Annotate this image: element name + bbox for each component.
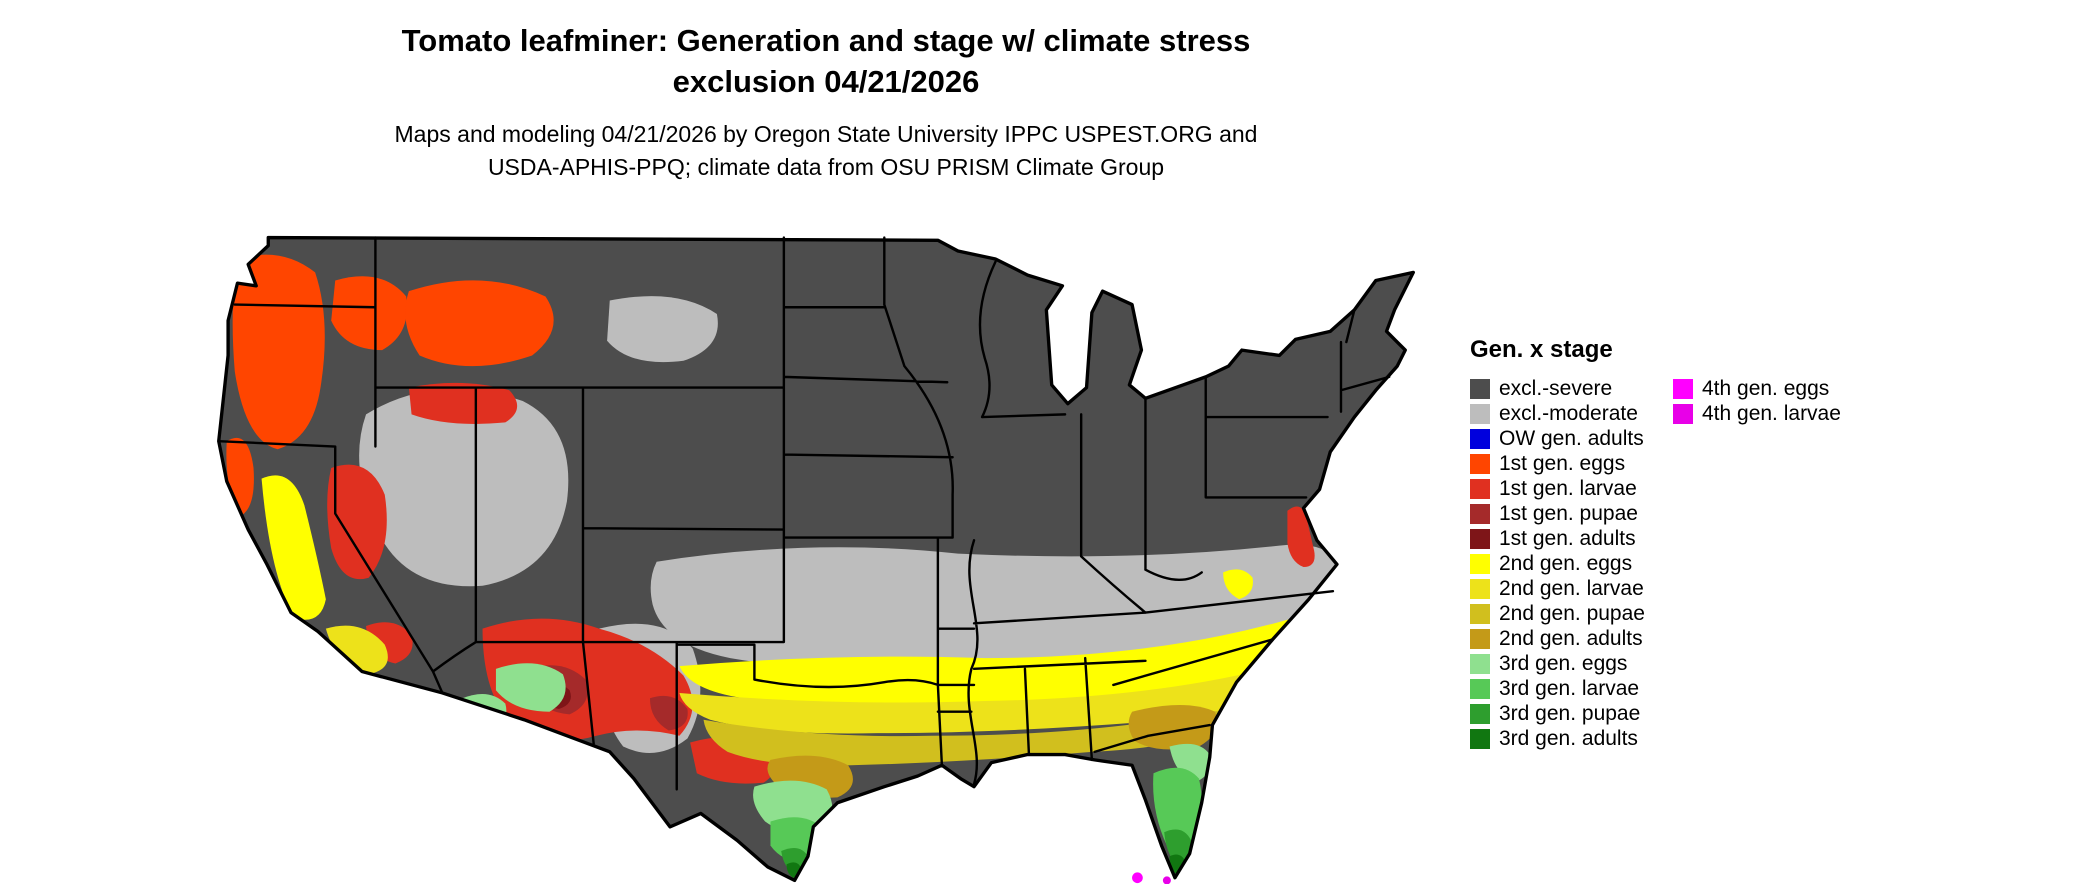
- legend-item: OW gen. adults: [1470, 426, 1645, 451]
- legend-title: Gen. x stage: [1470, 336, 1613, 363]
- subtitle-line-1: Maps and modeling 04/21/2026 by Oregon S…: [394, 121, 1258, 147]
- legend-label: 4th gen. larvae: [1701, 401, 1841, 425]
- legend-swatch: [1470, 453, 1490, 474]
- region-3rd-eggs-florida: [1169, 743, 1211, 782]
- region-2nd-adults-georgia-florida: [1128, 704, 1218, 750]
- legend-columns: excl.-severe excl.-moderate OW gen. adults…: [1470, 376, 1841, 751]
- region-1st-pupae-new-mexico: [649, 695, 688, 731]
- region-4th-larvae-florida-keys: [1162, 876, 1171, 884]
- region-1st-eggs-north-rockies: [405, 280, 554, 367]
- legend-column-1: excl.-severe excl.-moderate OW gen. adults…: [1470, 376, 1645, 751]
- legend-item: 4th gen. eggs: [1672, 376, 1841, 401]
- legend-swatch: [1470, 578, 1490, 599]
- legend-label: 1st gen. pupae: [1499, 501, 1638, 525]
- page-title: Tomato leafminer: Generation and stage w…: [276, 20, 1376, 102]
- legend-label: 2nd gen. larvae: [1499, 576, 1644, 600]
- legend-swatch: [1470, 378, 1490, 399]
- legend-label: 3rd gen. pupae: [1499, 701, 1641, 725]
- region-3rd-pupae-florida-south: [1164, 829, 1192, 868]
- title-line-1: Tomato leafminer: Generation and stage w…: [401, 23, 1251, 58]
- legend-item: 2nd gen. pupae: [1470, 601, 1645, 626]
- legend-column-2: 4th gen. eggs 4th gen. larvae: [1672, 376, 1841, 426]
- region-2nd-eggs-carolina-coast: [1223, 569, 1253, 600]
- region-3rd-eggs-south-texas: [753, 780, 833, 833]
- region-excl-moderate-plains-band: [650, 544, 1340, 672]
- legend-item: 1st gen. pupae: [1470, 501, 1645, 526]
- legend-label: excl.-severe: [1499, 376, 1613, 400]
- region-3rd-eggs-arizona-a: [495, 663, 566, 712]
- region-1st-larvae-snake-river: [408, 382, 518, 424]
- legend-item: 2nd gen. adults: [1470, 626, 1645, 651]
- us-map-svg: [217, 235, 1415, 884]
- legend-item: 3rd gen. pupae: [1470, 701, 1645, 726]
- legend-swatch: [1470, 703, 1490, 724]
- legend-label: 1st gen. eggs: [1499, 451, 1626, 475]
- subtitle-line-2: USDA-APHIS-PPQ; climate data from OSU PR…: [487, 154, 1165, 180]
- region-4th-eggs-florida-keys: [1132, 872, 1143, 884]
- region-1st-larvae-sierra: [327, 464, 387, 580]
- legend-label: excl.-moderate: [1499, 401, 1638, 425]
- legend-swatch: [1672, 403, 1693, 424]
- legend-swatch: [1470, 478, 1490, 499]
- legend-label: 1st gen. larvae: [1499, 476, 1637, 500]
- legend-swatch: [1470, 503, 1490, 524]
- legend-item: 1st gen. larvae: [1470, 476, 1645, 501]
- region-2nd-eggs-central-valley: [261, 475, 326, 620]
- legend-label: 2nd gen. adults: [1499, 626, 1643, 650]
- legend-swatch: [1470, 603, 1490, 624]
- legend-swatch: [1470, 628, 1490, 649]
- legend: Gen. x stage excl.-severe excl.-moderate O…: [1470, 336, 1841, 751]
- legend-item: excl.-severe: [1470, 376, 1645, 401]
- legend-item: 1st gen. adults: [1470, 526, 1645, 551]
- legend-swatch: [1470, 678, 1490, 699]
- legend-swatch: [1470, 653, 1490, 674]
- legend-item: 2nd gen. eggs: [1470, 551, 1645, 576]
- legend-label: OW gen. adults: [1499, 426, 1644, 450]
- region-2nd-pupae-gulf-band: [703, 709, 1253, 766]
- legend-label: 1st gen. adults: [1499, 526, 1636, 550]
- region-excl-moderate-montana-patch: [607, 296, 718, 363]
- legend-item: 2nd gen. larvae: [1470, 576, 1645, 601]
- legend-item: 3rd gen. larvae: [1470, 676, 1645, 701]
- region-1st-eggs-columbia-basin: [331, 276, 408, 351]
- state-borders: [217, 236, 1391, 791]
- legend-item: 4th gen. larvae: [1672, 401, 1841, 426]
- region-2nd-larvae-socal-coast: [325, 625, 388, 675]
- legend-swatch: [1470, 728, 1490, 749]
- legend-item: 1st gen. eggs: [1470, 451, 1645, 476]
- legend-item: excl.-moderate: [1470, 401, 1645, 426]
- region-2nd-eggs-south-band: [679, 616, 1331, 708]
- legend-label: 3rd gen. larvae: [1499, 676, 1640, 700]
- legend-swatch: [1470, 428, 1490, 449]
- title-line-2: exclusion 04/21/2026: [672, 64, 980, 99]
- legend-label: 2nd gen. pupae: [1499, 601, 1645, 625]
- legend-swatch: [1672, 378, 1693, 399]
- legend-label: 3rd gen. adults: [1499, 726, 1638, 750]
- legend-item: 3rd gen. eggs: [1470, 651, 1645, 676]
- legend-label: 2nd gen. eggs: [1499, 551, 1633, 575]
- legend-item: 3rd gen. adults: [1470, 726, 1645, 751]
- region-1st-eggs-pacific-nw: [232, 254, 325, 450]
- us-map: [208, 226, 1420, 884]
- legend-swatch: [1470, 403, 1490, 424]
- legend-label: 4th gen. eggs: [1701, 376, 1830, 400]
- page-subtitle: Maps and modeling 04/21/2026 by Oregon S…: [276, 118, 1376, 184]
- legend-swatch: [1470, 553, 1490, 574]
- legend-label: 3rd gen. eggs: [1499, 651, 1628, 675]
- legend-swatch: [1470, 528, 1490, 549]
- region-excl-moderate-great-basin: [359, 388, 569, 587]
- region-1st-larvae-midatlantic-coast: [1287, 506, 1315, 568]
